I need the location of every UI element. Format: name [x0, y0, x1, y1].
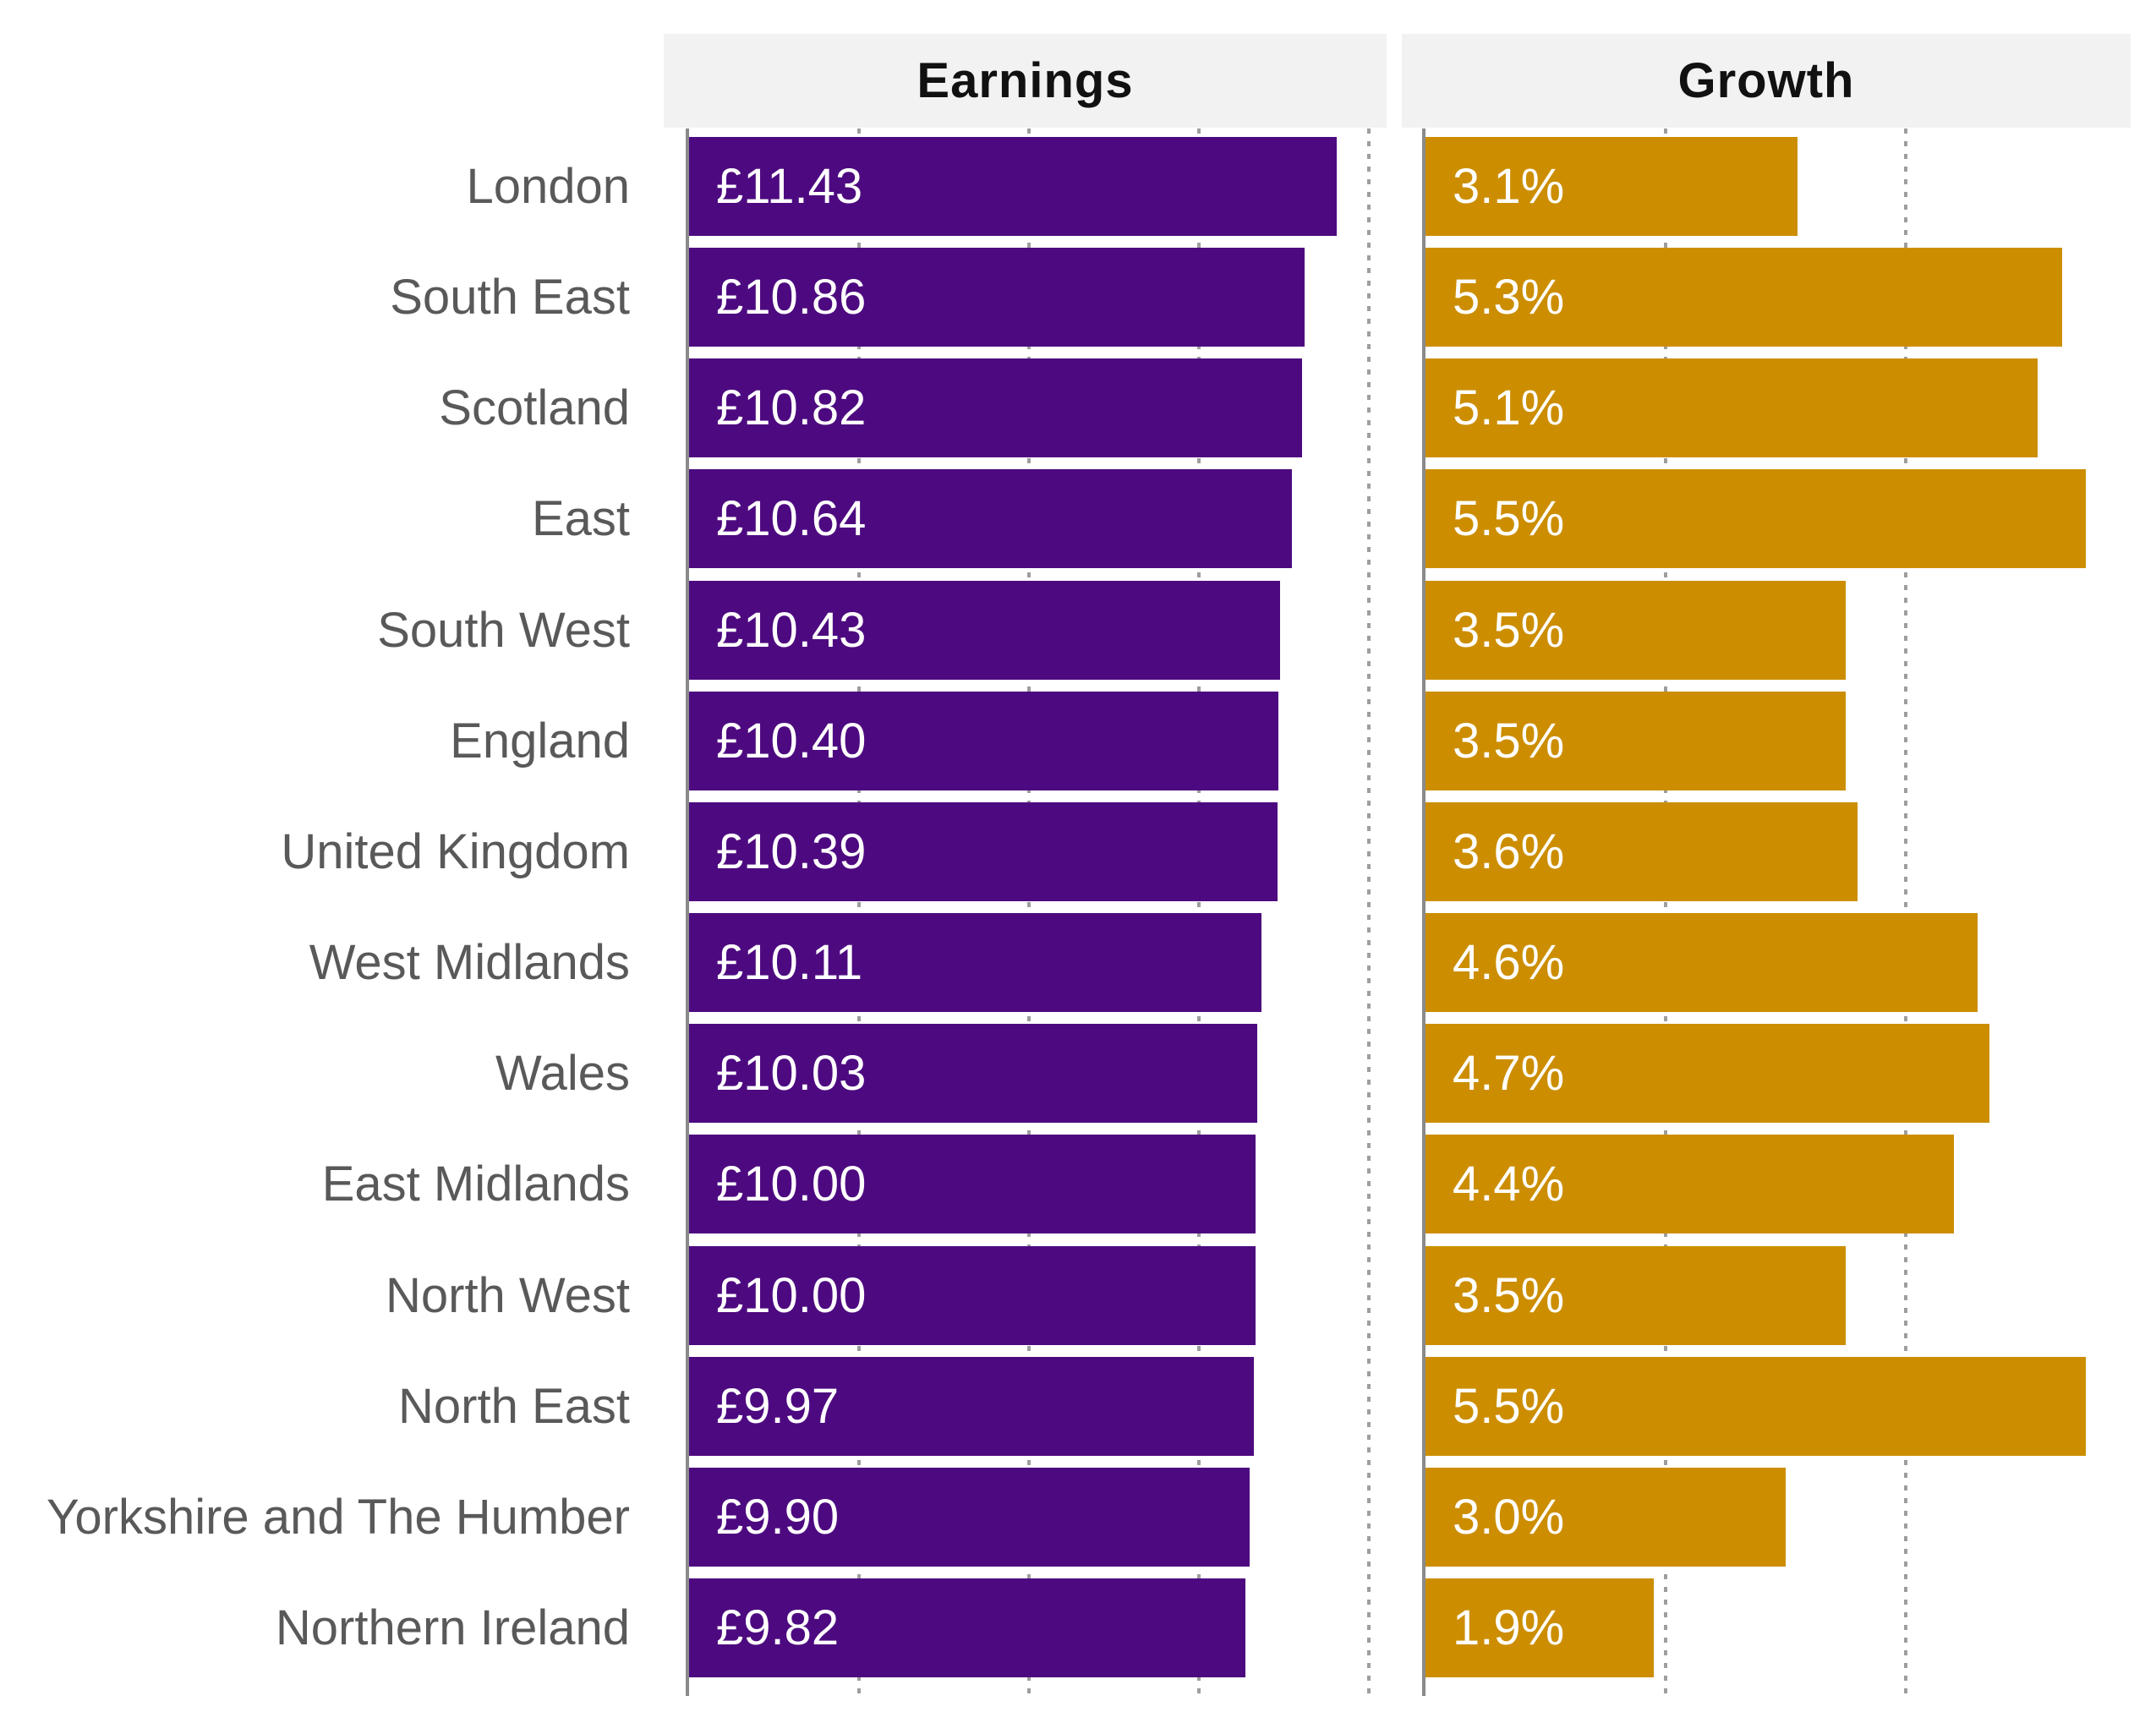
bar-value-label: 5.3% [1453, 270, 1565, 325]
bar-value-label: 3.5% [1453, 602, 1565, 658]
growth-gridline-4 [1904, 129, 1907, 1696]
bar-value-label: £10.43 [716, 602, 867, 658]
earnings-gridline-9 [1197, 129, 1201, 1696]
earnings-bar-england: £10.40 [689, 691, 1278, 790]
category-label-east: East [531, 491, 630, 547]
bar-value-label: £10.86 [716, 270, 867, 325]
growth-plot-area: 3.1% 5.3% 5.1% 5.5% 3.5% 3.5% 3.6% 4.6% 4.7% 4.4%… [1402, 129, 2131, 1696]
growth-bar-scotland: 5.1% [1425, 358, 2038, 458]
bar-value-label: £10.82 [716, 380, 867, 436]
bar-value-label: 5.5% [1453, 1378, 1565, 1434]
growth-bar-wales: 4.7% [1425, 1024, 1989, 1124]
earnings-bar-yorkshire-and-the-humber: £9.90 [689, 1467, 1250, 1567]
bar-value-label: £10.03 [716, 1046, 867, 1102]
category-label-scotland: Scotland [439, 380, 630, 436]
bar-value-label: £10.40 [716, 713, 867, 768]
growth-axis-line [1422, 129, 1425, 1696]
category-label-north-east: North East [398, 1378, 630, 1434]
bar-value-label: 3.6% [1453, 823, 1565, 879]
earnings-bar-north-east: £9.97 [689, 1356, 1254, 1456]
growth-bar-west-midlands: 4.6% [1425, 913, 1978, 1013]
growth-panel-title: Growth [1402, 34, 2131, 128]
growth-gridline-2 [1664, 129, 1667, 1696]
earnings-panel-title: Earnings [664, 34, 1387, 128]
earnings-bar-east: £10.64 [689, 469, 1292, 569]
bar-value-label: 3.5% [1453, 713, 1565, 768]
bar-value-label: 5.5% [1453, 491, 1565, 547]
earnings-bar-london: £11.43 [689, 137, 1337, 236]
earnings-plot-area: £11.43 £10.86 £10.82 £10.64 £10.43 £10.40 £10.… [664, 129, 1387, 1696]
growth-bar-united-kingdom: 3.6% [1425, 801, 1858, 901]
bar-value-label: 3.5% [1453, 1267, 1565, 1323]
category-label-yorkshire-and-the-humber: Yorkshire and The Humber [47, 1489, 630, 1545]
category-label-south-east: South East [390, 270, 630, 325]
bar-value-label: 5.1% [1453, 380, 1565, 436]
category-label-west-midlands: West Midlands [309, 935, 630, 991]
category-label-london: London [466, 159, 630, 214]
bar-value-label: £9.90 [716, 1489, 840, 1545]
earnings-bar-united-kingdom: £10.39 [689, 801, 1278, 901]
bar-value-label: £10.64 [716, 491, 867, 547]
earnings-bar-east-midlands: £10.00 [689, 1135, 1256, 1234]
earnings-bar-west-midlands: £10.11 [689, 913, 1261, 1013]
category-label-north-west: North West [385, 1267, 630, 1323]
growth-bar-london: 3.1% [1425, 137, 1798, 236]
bar-value-label: £9.97 [716, 1378, 840, 1434]
earnings-bar-scotland: £10.82 [689, 358, 1302, 458]
bar-value-label: £9.82 [716, 1600, 840, 1655]
bar-value-label: 1.9% [1453, 1600, 1565, 1655]
growth-bar-north-east: 5.5% [1425, 1356, 2086, 1456]
category-label-england: England [450, 713, 630, 768]
earnings-bar-wales: £10.03 [689, 1024, 1257, 1124]
bar-value-label: 4.6% [1453, 935, 1565, 991]
earnings-axis-line [686, 129, 689, 1696]
growth-bar-north-west: 3.5% [1425, 1245, 1846, 1345]
bar-value-label: 3.0% [1453, 1489, 1565, 1545]
bar-value-label: £10.00 [716, 1267, 867, 1323]
bar-value-label: 4.4% [1453, 1157, 1565, 1212]
category-label-northern-ireland: Northern Ireland [275, 1600, 630, 1655]
earnings-bar-south-west: £10.43 [689, 580, 1280, 680]
growth-bar-northern-ireland: 1.9% [1425, 1578, 1654, 1677]
growth-bar-south-west: 3.5% [1425, 580, 1846, 680]
category-label-east-midlands: East Midlands [321, 1157, 630, 1212]
bar-value-label: £11.43 [716, 159, 863, 214]
category-label-united-kingdom: United Kingdom [281, 823, 630, 879]
growth-bar-east-midlands: 4.4% [1425, 1135, 1954, 1234]
earnings-bar-north-west: £10.00 [689, 1245, 1256, 1345]
bar-value-label: £10.11 [716, 935, 863, 991]
bar-value-label: 4.7% [1453, 1046, 1565, 1102]
earnings-gridline-12 [1367, 129, 1371, 1696]
category-label-south-west: South West [377, 602, 630, 658]
earnings-bar-south-east: £10.86 [689, 248, 1305, 347]
growth-bar-england: 3.5% [1425, 691, 1846, 790]
earnings-bar-northern-ireland: £9.82 [689, 1578, 1245, 1677]
growth-bar-south-east: 5.3% [1425, 248, 2062, 347]
bar-value-label: £10.39 [716, 823, 867, 879]
category-label-wales: Wales [495, 1046, 630, 1102]
growth-bar-east: 5.5% [1425, 469, 2086, 569]
growth-bar-yorkshire-and-the-humber: 3.0% [1425, 1467, 1786, 1567]
earnings-gridline-6 [1027, 129, 1031, 1696]
bar-value-label: £10.00 [716, 1157, 867, 1212]
earnings-gridline-3 [857, 129, 861, 1696]
bar-value-label: 3.1% [1453, 159, 1565, 214]
